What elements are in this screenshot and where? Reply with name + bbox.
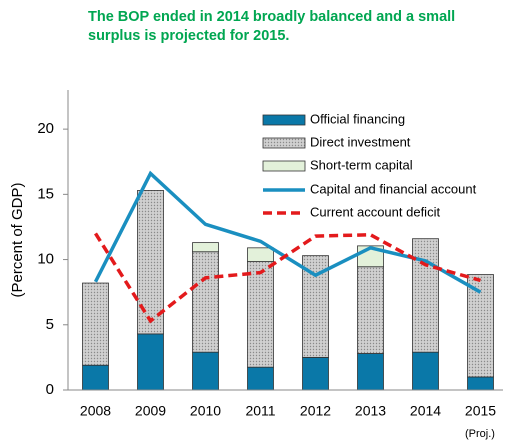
- bar-segment: [247, 261, 274, 368]
- bar-segment: [82, 364, 109, 391]
- bar-segment: [357, 353, 384, 391]
- bar-segment: [192, 242, 219, 253]
- x-tick-label: 2013: [355, 403, 386, 419]
- bar-segment: [247, 366, 274, 391]
- x-tick-label: 2010: [190, 403, 221, 419]
- x-tick-label: 2015: [465, 403, 496, 419]
- legend-label: Short-term capital: [310, 157, 413, 172]
- x-tick-label: 2009: [135, 403, 166, 419]
- bar-segment: [82, 282, 109, 366]
- x-tick-label: 2014: [410, 403, 441, 419]
- bar-segment: [192, 351, 219, 391]
- legend-swatch: [262, 114, 306, 126]
- bar-segment: [137, 333, 164, 391]
- bar-segment: [412, 238, 439, 353]
- y-axis-label: (Percent of GDP): [9, 182, 26, 297]
- bar-segment: [467, 274, 494, 378]
- x-tick-label: 2008: [80, 403, 111, 419]
- bar-segment: [247, 247, 274, 262]
- bar-segment: [467, 376, 494, 391]
- x-tick-label: 2011: [245, 403, 275, 419]
- bar-segment: [357, 266, 384, 354]
- x-tick-label: 2012: [300, 403, 331, 419]
- legend-swatch: [262, 160, 306, 172]
- legend-label: Official financing: [310, 111, 405, 126]
- bar-segment: [192, 251, 219, 353]
- chart-title: The BOP ended in 2014 broadly balanced a…: [88, 9, 456, 44]
- bar-segment: [302, 356, 329, 391]
- legend-label: Capital and financial account: [310, 181, 477, 196]
- line-series: [94, 232, 481, 324]
- y-tick-label: 5: [46, 316, 54, 333]
- bar-segment: [412, 351, 439, 391]
- y-tick-label: 20: [37, 120, 54, 137]
- legend-label: Current account deficit: [310, 204, 440, 219]
- line-series: [93, 170, 482, 294]
- legend-label: Direct investment: [310, 134, 411, 149]
- annotation: (Proj.): [465, 428, 495, 440]
- legend-swatch: [262, 137, 306, 149]
- y-tick-label: 10: [37, 251, 54, 268]
- y-tick-label: 15: [37, 185, 54, 202]
- y-tick-label: 0: [46, 381, 54, 398]
